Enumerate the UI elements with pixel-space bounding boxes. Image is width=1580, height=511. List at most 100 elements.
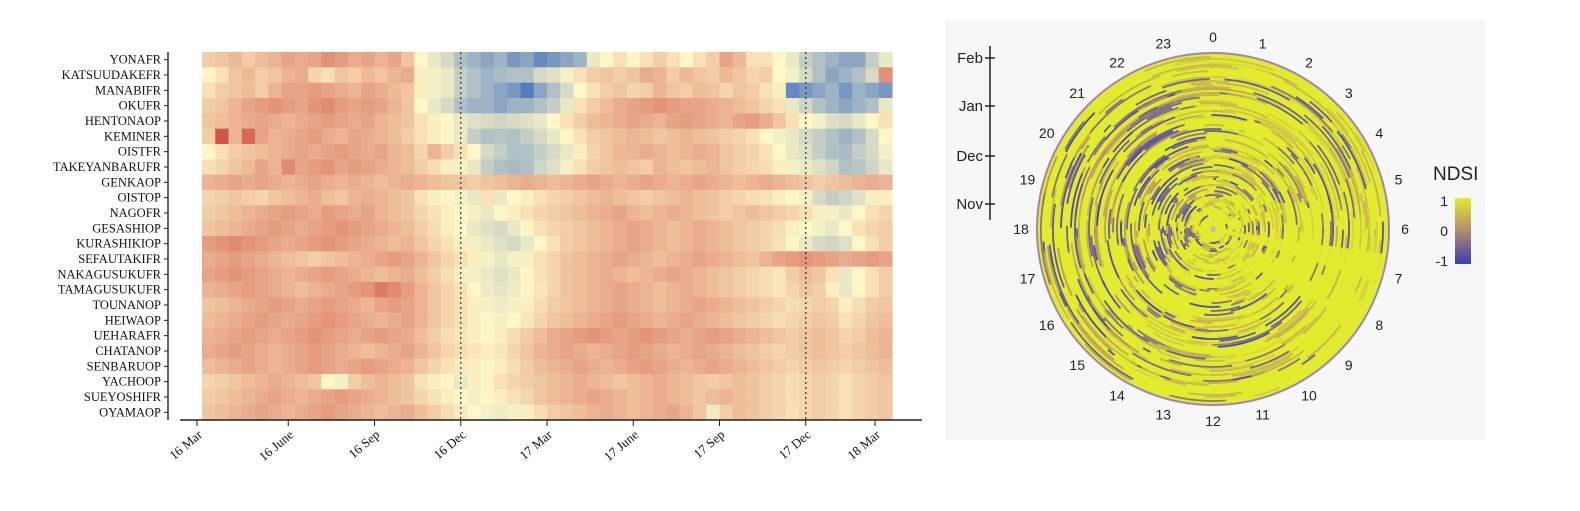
heatmap-cell [334,343,349,360]
heatmap-cell [812,282,827,298]
polar-streak [1174,198,1179,204]
polar-streak [1187,339,1209,344]
heatmap-cell [666,328,681,344]
polar-streak [1145,256,1156,272]
heatmap-cell [347,113,362,130]
heatmap-cell [626,82,641,99]
heatmap-cell [719,144,734,160]
heatmap-cell [772,52,787,68]
heatmap-cell [202,343,216,360]
heatmap-cell [467,159,482,176]
heatmap-cell [334,67,349,84]
polar-streak [1211,172,1236,179]
heatmap-cell [785,159,800,176]
polar-streak [1179,265,1192,275]
heatmap-cell [347,52,362,68]
heatmap-cell [838,328,853,344]
row-label: NAGOFR [110,206,162,220]
polar-bright-wedge [1213,229,1388,284]
heatmap-cell [467,236,482,252]
heatmap-cell [626,52,641,68]
heatmap-cell [692,251,707,268]
polar-streak [1227,246,1238,256]
polar-streak [1096,169,1114,226]
heatmap-cell [772,404,787,421]
polar-streak [1158,209,1164,231]
heatmap-cell [746,205,760,222]
heatmap-cell [308,251,323,268]
hour-label: 21 [1069,85,1085,101]
heatmap-cell [401,220,415,237]
polar-streak [1217,257,1220,260]
heatmap-cell [865,144,880,160]
row-label: MANABIFR [95,83,162,97]
heatmap-cell [467,282,482,298]
polar-streak [1094,158,1117,207]
heatmap-cell [785,128,800,145]
heatmap-cell [480,113,495,130]
heatmap-cell [692,82,707,99]
polar-streak [1136,245,1147,269]
heatmap-cell [679,159,694,176]
heatmap-cell [493,159,508,176]
heatmap-cell [202,205,216,222]
polar-streak [1273,187,1288,224]
heatmap-cell [493,190,508,206]
heatmap-cell [440,358,455,375]
heatmap-cell [560,389,575,406]
heatmap-cell [772,220,787,237]
heatmap-cell [825,389,840,406]
row-label: KEMINER [104,129,162,143]
heatmap-cell [613,282,628,298]
heatmap-cell [454,82,468,99]
polar-streak [1220,240,1225,244]
heatmap-cell [759,67,774,84]
polar-streak [1171,70,1209,78]
polar-streak [1178,160,1209,171]
heatmap-cell [852,174,867,191]
heatmap-cell [215,98,230,114]
polar-streak [1094,202,1102,265]
polar-streak [1116,193,1125,244]
heatmap-cell [772,159,787,176]
heatmap-cell [454,312,468,329]
heatmap-cell [440,67,455,84]
heatmap-cell [228,128,243,145]
heatmap-cell [268,266,283,283]
heatmap-cell [573,128,588,145]
heatmap-cell [507,358,522,375]
heatmap-cell [692,128,707,145]
heatmap-cell [719,190,734,206]
polar-streak [1196,230,1199,236]
heatmap-cell [732,328,747,344]
polar-streak [1168,324,1186,333]
hour-label: 11 [1255,407,1270,423]
polar-streak [1288,184,1302,232]
row-label: TOUNANOP [92,298,161,312]
polar-streak [1229,211,1236,219]
polar-streak [1108,310,1119,321]
heatmap-cell [228,113,243,130]
heatmap-cell [799,67,813,84]
heatmap-cell [812,128,827,145]
heatmap-cell [467,374,482,390]
polar-streak [1151,64,1233,78]
heatmap-cell [825,128,840,145]
heatmap-cell [255,404,269,421]
heatmap-cell [374,404,389,421]
heatmap-cell [653,113,668,130]
heatmap-cell [427,159,442,176]
heatmap-cell [281,159,296,176]
heatmap-cell [878,205,893,222]
polar-streak [1228,213,1232,217]
heatmap-cell [520,128,535,145]
heatmap-cell [706,297,721,314]
polar-streak [1183,236,1190,248]
heatmap-cell [202,159,216,176]
heatmap-cell [639,404,654,421]
hour-label: 6 [1401,221,1409,237]
heatmap-cell [772,205,787,222]
heatmap-cell [374,67,389,84]
heatmap-cell [467,358,482,375]
polar-streak [1186,174,1205,183]
